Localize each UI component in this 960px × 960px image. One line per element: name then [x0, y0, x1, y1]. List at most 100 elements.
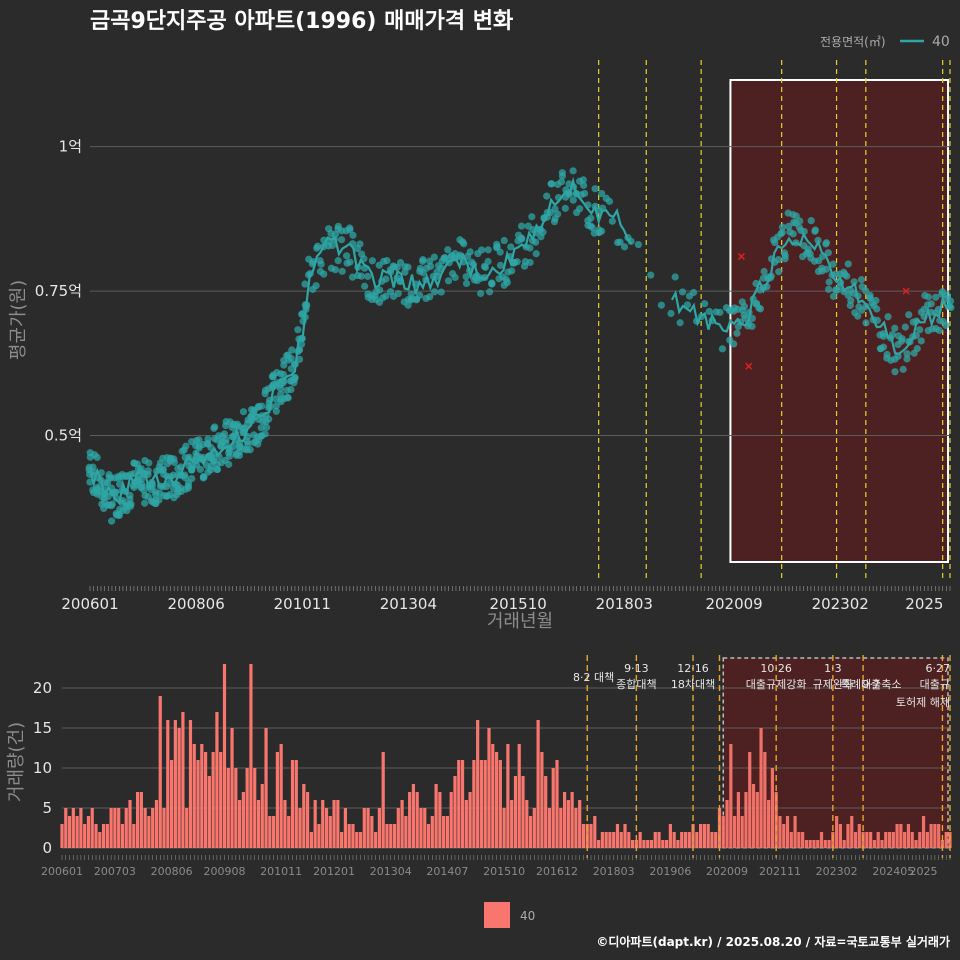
data-point [748, 322, 756, 330]
volume-bar [838, 824, 843, 848]
data-point [394, 289, 402, 298]
x-tick-label: 2025 [910, 865, 938, 878]
volume-bar [593, 816, 597, 848]
volume-bar [596, 840, 601, 848]
data-point [383, 257, 391, 265]
data-point [368, 257, 376, 265]
volume-bar [249, 664, 253, 848]
data-point [382, 292, 390, 300]
data-point [207, 466, 215, 474]
volume-bar [555, 760, 559, 848]
data-point [811, 226, 820, 234]
volume-bar [98, 832, 102, 848]
volume-bar [808, 840, 812, 848]
volume-bar [551, 768, 555, 848]
data-point [338, 267, 346, 275]
data-point [426, 293, 434, 301]
volume-bar [173, 720, 177, 848]
volume-bar [853, 832, 858, 848]
volume-bar [400, 800, 404, 848]
volume-bar [714, 832, 718, 848]
data-point [647, 271, 655, 279]
data-point [879, 330, 887, 338]
data-point [800, 227, 808, 236]
data-point [343, 252, 351, 260]
data-point [789, 230, 797, 238]
data-point [484, 246, 492, 254]
volume-bar [664, 840, 669, 848]
data-point [701, 300, 709, 308]
data-point [280, 361, 288, 369]
data-point [331, 230, 340, 238]
y-tick-label: 0 [42, 839, 52, 857]
outlier-marker [737, 252, 745, 260]
policy-label: 18차대책 [671, 678, 715, 691]
volume-bar [188, 720, 193, 848]
volume-bar [699, 824, 703, 848]
footer-credit: ©디아파트(dapt.kr) / 2025.08.20 / 자료=국토교통부 실… [596, 934, 950, 949]
data-point [576, 205, 584, 213]
volume-bar [290, 760, 295, 848]
data-point [261, 430, 269, 438]
volume-bar [589, 824, 593, 848]
data-point [301, 280, 309, 288]
x-axis-title: 거래년월 [487, 611, 553, 632]
data-point [437, 288, 445, 296]
volume-bar [755, 792, 759, 848]
volume-bar [343, 808, 348, 848]
policy-label: 9·7 [862, 678, 880, 691]
x-tick-label: 200601 [61, 595, 118, 613]
volume-bar [736, 792, 740, 848]
volume-bar [139, 792, 143, 848]
data-point [349, 231, 357, 239]
data-point [879, 343, 888, 351]
data-point [144, 467, 152, 475]
data-point [508, 267, 516, 275]
data-point [290, 375, 299, 384]
data-point [272, 402, 280, 410]
volume-bar [880, 840, 884, 848]
data-point [518, 234, 526, 242]
volume-bar [615, 824, 620, 848]
volume-bar [661, 840, 665, 848]
data-point [891, 368, 899, 376]
volume-bar [169, 760, 174, 848]
data-point [111, 488, 120, 496]
data-point [899, 365, 907, 373]
volume-bar [929, 824, 933, 848]
volume-bar [634, 840, 638, 848]
volume-bar [642, 840, 646, 848]
data-point [503, 278, 511, 286]
volume-bar [725, 800, 729, 848]
data-point [126, 502, 135, 511]
data-point [488, 280, 496, 288]
data-point [239, 408, 248, 416]
outlier-marker [745, 362, 753, 370]
volume-bar [426, 824, 431, 848]
data-point [222, 435, 230, 444]
volume-bar [517, 744, 521, 848]
data-point [807, 217, 815, 225]
data-point [690, 288, 698, 297]
volume-bar [680, 832, 684, 848]
volume-bar [166, 720, 170, 848]
volume-bar [608, 832, 612, 848]
data-point [416, 291, 424, 299]
data-point [331, 266, 339, 274]
volume-bar [324, 808, 329, 848]
data-point [357, 272, 366, 280]
volume-bar [185, 808, 189, 848]
volume-bar [181, 712, 185, 848]
volume-bar [581, 824, 586, 848]
data-point [444, 246, 452, 254]
policy-label: 10·26 [760, 662, 792, 675]
y-tick-label: 20 [33, 679, 52, 697]
data-point [846, 301, 854, 310]
data-point [854, 312, 862, 320]
data-point [620, 243, 629, 251]
data-point [627, 237, 635, 245]
volume-bar [294, 760, 298, 848]
data-point [676, 319, 684, 327]
volume-bar [547, 808, 552, 848]
x-tick-label: 201906 [649, 865, 691, 878]
